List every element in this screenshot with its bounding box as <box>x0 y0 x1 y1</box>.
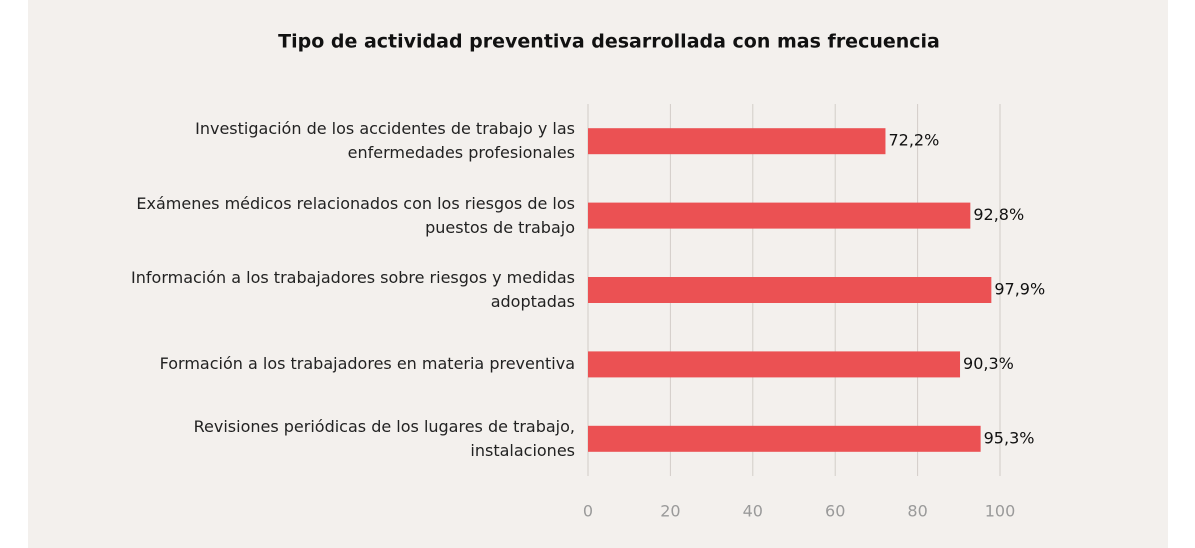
value-label: 92,8% <box>973 205 1024 224</box>
bar <box>588 128 886 155</box>
category-label: Revisiones periódicas de los lugares de … <box>193 416 575 460</box>
category-label: Información a los trabajadores sobre rie… <box>131 268 575 311</box>
value-label: 95,3% <box>984 428 1035 447</box>
x-tick-label: 40 <box>743 502 763 521</box>
value-label: 72,2% <box>888 131 939 150</box>
chart-panel <box>28 0 1168 548</box>
bar <box>588 277 992 303</box>
value-label: 97,9% <box>994 280 1045 299</box>
x-tick-label: 100 <box>985 502 1016 521</box>
x-tick-label: 0 <box>583 502 593 521</box>
chart-title: Tipo de actividad preventiva desarrollad… <box>278 31 940 53</box>
category-label: Exámenes médicos relacionados con los ri… <box>136 193 575 237</box>
bar <box>588 425 981 452</box>
x-tick-label: 60 <box>825 502 845 521</box>
x-tick-label: 80 <box>907 502 927 521</box>
value-label: 90,3% <box>963 354 1014 373</box>
bar <box>588 202 971 229</box>
bar <box>588 351 961 378</box>
x-tick-label: 20 <box>660 502 680 521</box>
category-label: Investigación de los accidentes de traba… <box>195 119 575 163</box>
category-label: Formación a los trabajadores en materia … <box>159 354 575 374</box>
